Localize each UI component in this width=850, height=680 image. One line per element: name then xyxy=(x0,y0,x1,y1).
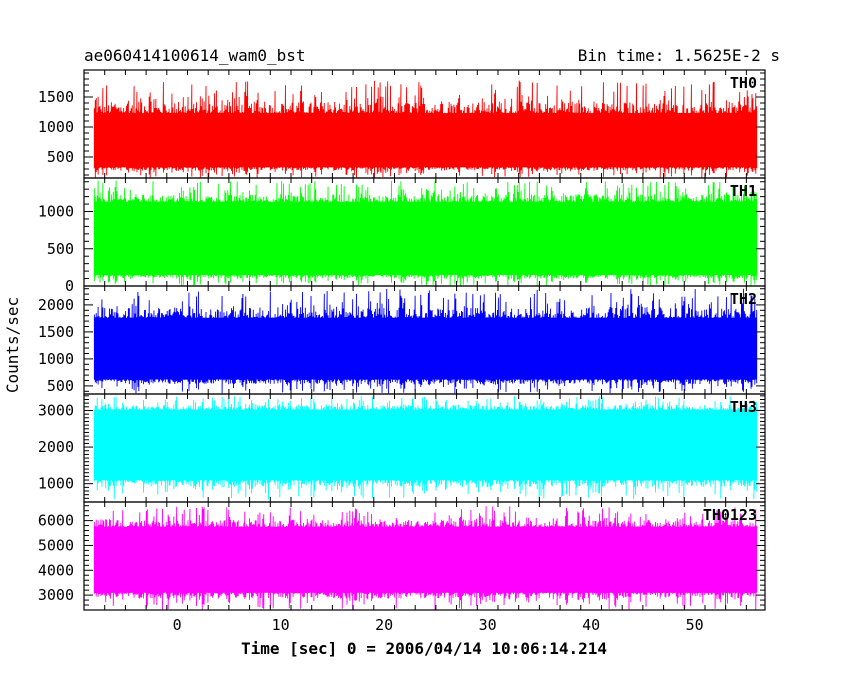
signal-line-th0123 xyxy=(93,506,758,610)
x-tick-label: 40 xyxy=(582,616,600,634)
y-tick-label: 3000 xyxy=(38,401,74,419)
y-tick-label: 1000 xyxy=(38,118,74,136)
signal-line-th2 xyxy=(93,288,758,394)
y-tick-label: 500 xyxy=(47,148,74,166)
x-tick-label: 50 xyxy=(686,616,704,634)
x-tick-label: 10 xyxy=(272,616,290,634)
panel-label-th3: TH3 xyxy=(730,398,757,416)
x-tick-label: 30 xyxy=(479,616,497,634)
x-axis-label: Time [sec] 0 = 2006/04/14 10:06:14.214 xyxy=(241,639,607,658)
y-tick-label: 1000 xyxy=(38,203,74,221)
x-tick-label: 0 xyxy=(173,616,182,634)
panel-frame xyxy=(83,501,766,611)
y-tick-label: 2000 xyxy=(38,438,74,456)
y-tick-label: 1500 xyxy=(38,88,74,106)
panel-th3: 1000 2000 3000 TH3 xyxy=(38,393,766,503)
y-axis-label: Counts/sec xyxy=(3,297,22,393)
y-tick-label: 4000 xyxy=(38,561,74,579)
y-tick-label: 500 xyxy=(47,377,74,395)
x-tick-label: 20 xyxy=(375,616,393,634)
bin-time-label: Bin time: 1.5625E-2 s xyxy=(578,46,780,65)
panel-th0123: 3000 4000 5000 6000 TH0123 xyxy=(38,501,766,611)
panel-label-th1: TH1 xyxy=(730,182,757,200)
panel-th2: 500 1000 1500 2000 TH2 xyxy=(38,285,766,395)
panel-label-th0123: TH0123 xyxy=(703,506,757,524)
y-tick-label: 0 xyxy=(65,277,74,295)
signal-line-th0 xyxy=(93,80,758,178)
signal-line-th3 xyxy=(93,396,758,500)
y-tick-label: 2000 xyxy=(38,296,74,314)
y-tick-label: 1000 xyxy=(38,475,74,493)
y-tick-label: 3000 xyxy=(38,586,74,604)
panel-th0: 500 1000 1500 TH0 xyxy=(38,69,766,179)
signal-line-th1 xyxy=(93,180,758,286)
y-tick-label: 1500 xyxy=(38,323,74,341)
y-tick-label: 1000 xyxy=(38,350,74,368)
panel-th1: 0 500 1000 TH1 xyxy=(38,177,766,295)
chart-title: ae060414100614_wam0_bst xyxy=(84,46,306,65)
y-tick-label: 5000 xyxy=(38,536,74,554)
panel-label-th2: TH2 xyxy=(730,290,757,308)
y-tick-label: 6000 xyxy=(38,512,74,530)
panels-group: 50010001500TH005001000TH1500100015002000… xyxy=(38,69,766,634)
panel-label-th0: TH0 xyxy=(730,74,757,92)
y-tick-label: 500 xyxy=(47,240,74,258)
